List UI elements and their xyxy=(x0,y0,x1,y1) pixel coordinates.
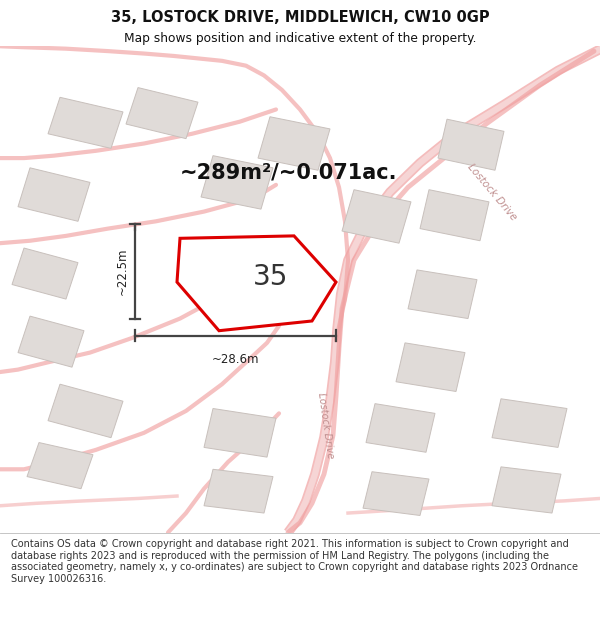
Polygon shape xyxy=(420,190,489,241)
Text: ~22.5m: ~22.5m xyxy=(115,248,128,295)
Polygon shape xyxy=(204,409,276,457)
Polygon shape xyxy=(438,119,504,170)
Polygon shape xyxy=(366,404,435,452)
Polygon shape xyxy=(342,190,411,243)
Text: Contains OS data © Crown copyright and database right 2021. This information is : Contains OS data © Crown copyright and d… xyxy=(11,539,578,584)
Polygon shape xyxy=(408,270,477,319)
Polygon shape xyxy=(48,384,123,438)
Polygon shape xyxy=(396,343,465,391)
Polygon shape xyxy=(363,472,429,516)
Polygon shape xyxy=(126,88,198,139)
Polygon shape xyxy=(201,156,273,209)
Polygon shape xyxy=(204,469,273,513)
Polygon shape xyxy=(12,248,78,299)
Text: ~289m²/~0.071ac.: ~289m²/~0.071ac. xyxy=(180,162,398,182)
Text: Lostock Drive: Lostock Drive xyxy=(466,162,518,222)
Polygon shape xyxy=(48,98,123,148)
Text: 35, LOSTOCK DRIVE, MIDDLEWICH, CW10 0GP: 35, LOSTOCK DRIVE, MIDDLEWICH, CW10 0GP xyxy=(110,10,490,25)
Polygon shape xyxy=(177,236,336,331)
Text: 35: 35 xyxy=(253,263,289,291)
Polygon shape xyxy=(492,399,567,448)
Polygon shape xyxy=(492,467,561,513)
Polygon shape xyxy=(27,442,93,489)
Text: Lostock Drive: Lostock Drive xyxy=(316,392,335,459)
Text: ~28.6m: ~28.6m xyxy=(212,352,259,366)
Polygon shape xyxy=(18,316,84,367)
Text: Map shows position and indicative extent of the property.: Map shows position and indicative extent… xyxy=(124,32,476,46)
Polygon shape xyxy=(258,117,330,170)
Polygon shape xyxy=(18,168,90,221)
